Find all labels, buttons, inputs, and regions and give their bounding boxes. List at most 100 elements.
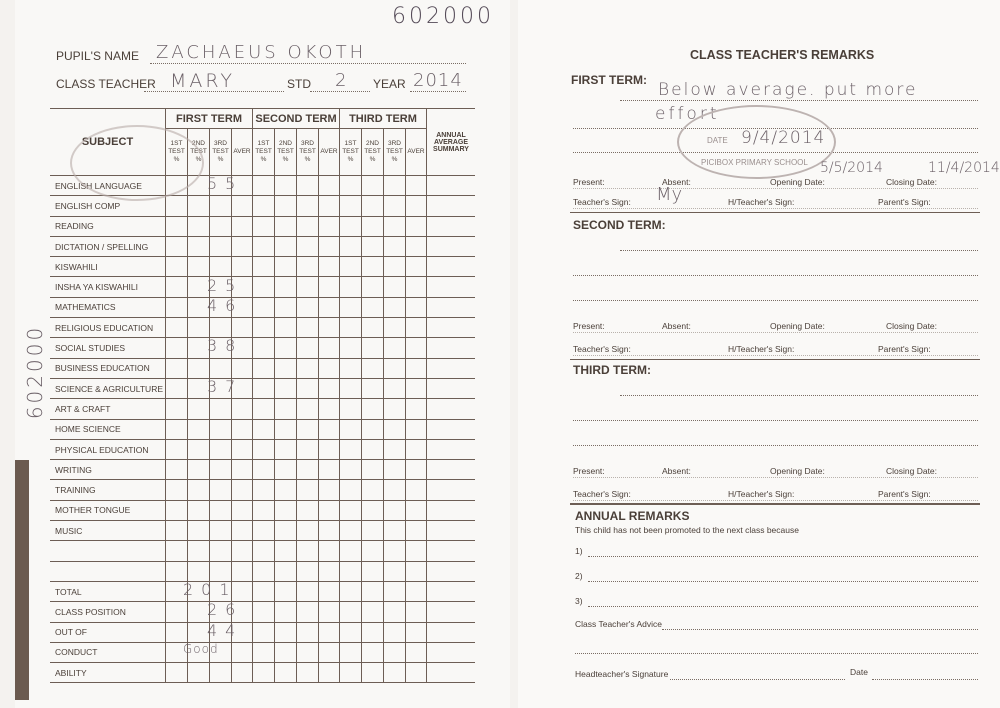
annual-cell [426,377,475,400]
mark-cell [165,357,188,379]
mark-cell [231,641,253,664]
mark-cell [339,499,362,522]
mark-cell [209,357,232,379]
mark-cell [361,438,384,461]
mark-cell [165,459,188,481]
mark-cell [318,459,340,481]
mark-cell [361,540,384,562]
mark-cell [252,174,275,197]
teacher-signature: My [656,184,683,205]
mark-cell [296,641,319,664]
annual-cell [426,296,475,319]
mark-cell [296,459,319,481]
mark-cell [405,601,427,623]
handwritten-mark: 46 [207,295,244,315]
mark-cell [405,377,427,400]
mark-cell [274,479,297,501]
mark-cell [209,438,232,461]
table-row: ABILITY [50,662,475,684]
table-row: SOCIAL STUDIES [50,337,475,359]
mark-cell [361,641,384,664]
table-row: OUT OF [50,621,475,643]
mark-cell [296,256,319,278]
annual-cell [426,499,475,522]
mark-cell [339,195,362,217]
mark-cell [274,398,297,420]
mark-cell [252,621,275,643]
mark-cell [252,276,275,298]
subject-label: WRITING [50,459,166,481]
remark-line [573,445,978,446]
divider [570,359,980,360]
reason-line [588,606,978,607]
pupil-name-label: PUPIL'S NAME [56,49,139,63]
annual-cell [426,357,475,379]
mark-cell [361,357,384,379]
mark-cell [361,317,384,339]
mark-cell [383,377,406,400]
mark-cell [361,601,384,623]
advice-line [662,629,978,630]
stamp-text: PICIBOX PRIMARY SCHOOL [701,158,808,167]
mark-cell [339,438,362,461]
mark-cell [383,540,406,562]
mark-cell [405,662,427,684]
table-row: MOTHER TONGUE [50,499,475,522]
serial-number: 602000 [392,4,494,29]
present-label: Present: [573,466,605,476]
mark-cell [274,641,297,664]
year-label: YEAR [373,77,406,91]
mark-cell [274,459,297,481]
mark-cell [274,357,297,379]
mark-cell [361,215,384,237]
mark-cell [361,174,384,197]
table-row: READING [50,215,475,237]
remark-line [573,420,978,421]
table-row: MUSIC [50,520,475,542]
table-row: KISWAHILI [50,256,475,278]
mark-cell [165,560,188,582]
attendance-line [573,332,978,333]
absent-label: Absent: [662,177,691,187]
class-teacher-label: CLASS TEACHER [56,77,156,91]
annual-cell [426,398,475,420]
std-value: 2 [335,70,350,91]
remark-line [573,300,978,301]
mark-cell [318,296,340,319]
mark-cell [318,377,340,400]
mark-cell [296,621,319,643]
mark-cell [231,459,253,481]
mark-cell [339,174,362,197]
mark-cell [252,256,275,278]
mark-cell [383,357,406,379]
absent-label: Absent: [662,321,691,331]
mark-cell [405,459,427,481]
subject-label: DICTATION / SPELLING [50,235,166,258]
first-term-remark-line1: Below average. put more [658,80,918,100]
annual-cell [426,337,475,359]
mark-cell [361,377,384,400]
subject-label: PHYSICAL EDUCATION [50,438,166,461]
mark-cell [274,377,297,400]
divider [570,503,980,504]
mark-cell [231,520,253,542]
mark-cell [339,641,362,664]
divider [570,504,980,505]
attendance-line [573,477,978,478]
mark-cell [361,499,384,522]
mark-cell [252,317,275,339]
mark-cell [339,215,362,237]
mark-cell [209,479,232,501]
first-term-heading: FIRST TERM: [571,73,647,87]
mark-cell [383,296,406,319]
subject-label: HOME SCIENCE [50,418,166,440]
mark-cell [252,580,275,603]
mark-cell [187,398,210,420]
annual-intro: This child has not been promoted to the … [575,525,799,535]
mark-cell [274,499,297,522]
mark-cell [231,438,253,461]
sign-line [573,500,978,501]
mark-cell [383,560,406,582]
mark-cell [339,520,362,542]
side-serial: 602000 [23,324,48,420]
